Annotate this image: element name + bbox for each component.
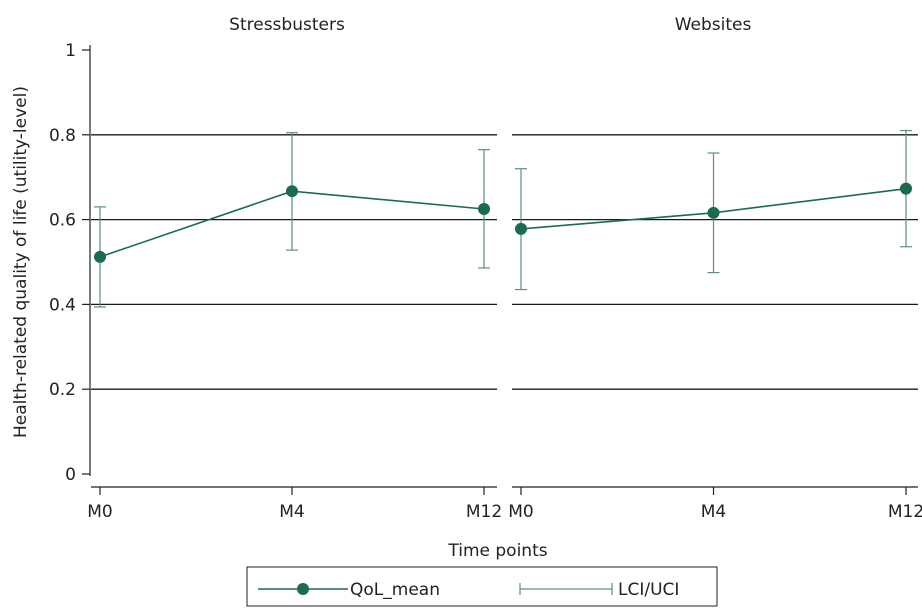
mean-point <box>515 222 527 235</box>
panel-1: Websites M0 M4 M12 <box>508 15 922 522</box>
x-tick-label: M0 <box>87 502 112 522</box>
y-axis: 0 0.2 0.4 0.6 0.8 1 <box>49 41 91 485</box>
mean-point <box>707 206 720 219</box>
mean-point <box>94 250 106 263</box>
x-tick-label: M4 <box>701 502 726 522</box>
legend: QoL_mean LCI/UCI <box>246 566 718 607</box>
y-tick-label: 0.2 <box>49 380 76 400</box>
y-tick-label: 0 <box>65 465 76 485</box>
mean-point <box>900 182 912 195</box>
x-tick-label: M12 <box>466 502 502 522</box>
panel-0: Stressbusters M0 M4 M12 <box>87 15 502 522</box>
legend-box <box>246 566 718 607</box>
legend-ci-label: LCI/UCI <box>618 580 679 600</box>
legend-item-mean: QoL_mean <box>258 580 440 600</box>
panel-title: Websites <box>675 15 752 35</box>
panels-group: Stressbusters M0 M4 M12 Websites M0 M4 M12 <box>87 15 922 522</box>
x-axis-title: Time points <box>447 541 547 561</box>
legend-mean-label: QoL_mean <box>350 580 440 600</box>
x-tick-label: M12 <box>888 502 922 522</box>
y-axis-title: Health-related quality of life (utility-… <box>11 86 31 438</box>
y-tick-label: 0.4 <box>49 295 76 315</box>
x-tick-label: M0 <box>508 502 533 522</box>
x-tick-label: M4 <box>279 502 304 522</box>
legend-mean-marker-icon <box>297 583 309 595</box>
panel-title: Stressbusters <box>229 15 345 35</box>
y-tick-label: 0.6 <box>49 211 76 231</box>
mean-point <box>286 185 298 198</box>
mean-point <box>478 203 490 215</box>
y-tick-label: 0.8 <box>49 126 76 146</box>
legend-item-ci: LCI/UCI <box>519 580 679 600</box>
y-tick-label: 1 <box>65 41 76 61</box>
